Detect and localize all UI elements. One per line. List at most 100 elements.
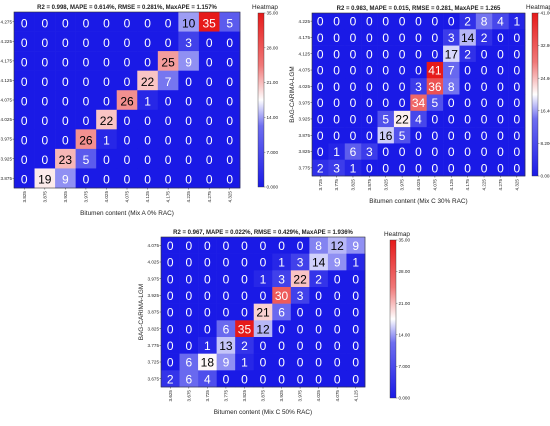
heatmap-cell — [312, 127, 329, 144]
x-tick-label: 3.975 — [84, 191, 89, 203]
x-tick-label: 4.175 — [166, 191, 171, 203]
heatmap-cell — [327, 303, 347, 321]
cell-value-label: 0 — [165, 134, 172, 148]
x-tick-label: 4.025 — [316, 390, 321, 402]
y-tick-label: 3.975 — [1, 137, 13, 142]
heatmap-cell — [443, 29, 460, 46]
y-tick-label: 4.275 — [1, 19, 13, 24]
cell-value-label: 0 — [165, 153, 172, 167]
cell-value-label: 5 — [83, 153, 90, 167]
heatmap-cell — [157, 51, 179, 71]
heatmap-cell — [459, 127, 477, 144]
heatmap-cell — [346, 353, 366, 371]
cell-value-label: 2 — [167, 372, 174, 386]
cell-value-label: 0 — [103, 94, 110, 108]
cell-value-label: 0 — [399, 80, 406, 94]
colorbar-tick-label: 24.60 — [541, 76, 550, 81]
heatmap-cell — [312, 45, 329, 63]
heatmap-cell — [377, 143, 395, 160]
heatmap-cell — [443, 61, 460, 79]
heatmap-cell — [309, 253, 329, 271]
heatmap-cell — [443, 143, 460, 160]
cell-value-label: 0 — [185, 272, 192, 286]
y-tick-label: 4.175 — [299, 35, 311, 40]
heatmap-cell — [459, 29, 477, 46]
cell-value-label: 6 — [223, 322, 230, 336]
cell-value-label: 0 — [315, 289, 322, 303]
heatmap-cell — [344, 127, 362, 144]
cell-value-label: 0 — [315, 372, 322, 386]
cell-value-label: 0 — [464, 96, 471, 110]
cell-value-label: 0 — [448, 161, 455, 175]
heatmap-cell — [161, 253, 180, 271]
heatmap-cell — [459, 94, 477, 112]
y-tick-label: 3.925 — [1, 156, 13, 161]
heatmap-cell — [328, 45, 346, 63]
heatmap-cell — [55, 12, 76, 32]
heatmap-cell — [179, 337, 199, 354]
cell-value-label: 0 — [464, 113, 471, 127]
cell-value-label: 0 — [432, 47, 439, 61]
cell-value-label: 0 — [103, 153, 110, 167]
cell-value-label: 0 — [317, 64, 324, 78]
cell-value-label: 4 — [497, 15, 504, 29]
heatmap-cell — [216, 253, 236, 271]
heatmap-cell — [116, 90, 138, 111]
cell-value-label: 0 — [241, 372, 248, 386]
heatmap-cell — [475, 61, 493, 79]
x-axis-label: Bitumen content (Mix C 30% RAC) — [369, 198, 467, 205]
y-tick-label: 4.075 — [1, 98, 13, 103]
heatmap-cell — [34, 148, 56, 169]
cell-value-label: 0 — [185, 75, 192, 89]
cell-value-label: 0 — [333, 129, 340, 143]
cell-value-label: 3 — [333, 161, 340, 175]
cell-value-label: 0 — [317, 113, 324, 127]
cell-value-label: 13 — [219, 339, 233, 353]
cell-value-label: 0 — [513, 145, 520, 159]
heatmap-cell — [96, 129, 118, 150]
cell-value-label: 0 — [41, 153, 48, 167]
cell-value-label: 0 — [352, 339, 359, 353]
cell-value-label: 0 — [83, 173, 90, 187]
y-axis-label: BAG-CARIMA-LGM — [289, 66, 296, 122]
heatmap-cell — [328, 127, 346, 144]
y-tick-label: 3.975 — [148, 276, 160, 281]
cell-value-label: 6 — [185, 356, 192, 370]
cell-value-label: 0 — [497, 129, 504, 143]
heatmap-cell — [14, 12, 35, 32]
cell-value-label: 0 — [167, 339, 174, 353]
heatmap-cell — [137, 70, 159, 91]
cell-value-label: 0 — [382, 80, 389, 94]
y-tick-label: 4.025 — [148, 260, 160, 265]
heatmap-cell — [96, 168, 118, 189]
cell-value-label: 0 — [315, 322, 322, 336]
heatmap-cell — [508, 94, 526, 112]
cell-value-label: 9 — [223, 356, 230, 370]
heatmap-cell — [179, 237, 199, 254]
cell-value-label: 0 — [334, 289, 341, 303]
cell-value-label: 0 — [366, 96, 373, 110]
heatmap-cell — [157, 70, 179, 91]
y-tick-label: 4.025 — [1, 117, 13, 122]
heatmap-cell — [219, 109, 241, 130]
heatmap-cell — [14, 70, 35, 91]
heatmap-cell — [361, 110, 378, 128]
cell-value-label: 0 — [448, 96, 455, 110]
cell-value-label: 0 — [226, 153, 233, 167]
cell-value-label: 0 — [260, 289, 267, 303]
heatmap-cell — [75, 12, 97, 32]
x-tick-label: 4.225 — [186, 191, 191, 203]
heatmap-cell — [475, 159, 493, 177]
heatmap-cell — [344, 94, 362, 112]
heatmap-cell — [309, 353, 329, 371]
heatmap-cell — [116, 109, 138, 130]
heatmap-cell — [161, 237, 180, 254]
cell-value-label: 0 — [226, 173, 233, 187]
cell-value-label: 0 — [206, 114, 213, 128]
heatmap-cell — [508, 45, 526, 63]
heatmap-cell — [253, 370, 273, 388]
heatmap-cell — [312, 143, 329, 160]
heatmap-cell — [410, 159, 427, 177]
cell-value-label: 9 — [352, 239, 359, 253]
cell-value-label: 0 — [41, 94, 48, 108]
